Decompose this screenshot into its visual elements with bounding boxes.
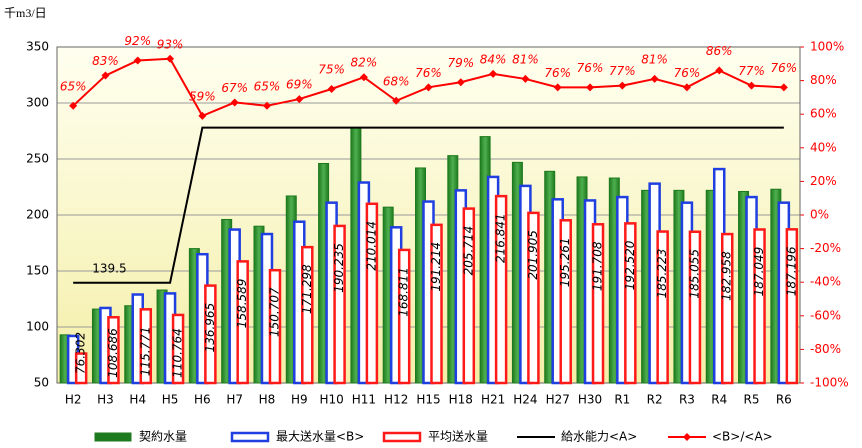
y2-tick-label: 80% [810, 73, 837, 87]
value-label: 190.235 [332, 243, 346, 293]
x-tick-label: H9 [291, 393, 308, 407]
y2-tick-label: 0% [810, 208, 829, 222]
value-label: 81% [512, 52, 539, 66]
y-tick-label: 250 [26, 152, 49, 166]
value-label: 76% [674, 66, 701, 80]
value-label: 65% [254, 79, 281, 93]
y2-tick-label: -60% [810, 308, 841, 322]
legend-marker [683, 433, 691, 441]
value-label: 86% [706, 44, 733, 58]
x-tick-label: H12 [384, 393, 408, 407]
chart: 千m3/日 50 100 150 200 250 300 350 -100% -80% -60% -… [0, 0, 862, 448]
legend-swatch [232, 433, 268, 441]
value-label: 191.214 [429, 242, 443, 292]
value-label: 168.811 [397, 267, 411, 317]
value-label: 79% [447, 56, 474, 70]
x-tick-label: H11 [352, 393, 376, 407]
y-axis-label: 千m3/日 [4, 6, 47, 20]
value-label: 136.965 [203, 303, 217, 353]
x-tick-label: H27 [546, 393, 570, 407]
y2-tick-label: 20% [810, 174, 837, 188]
value-label: 185.223 [655, 249, 669, 299]
legend-label: 給水能力<A> [561, 430, 637, 444]
x-tick-label: H15 [416, 393, 440, 407]
legend-label: 契約水量 [139, 429, 187, 444]
x-tick-label: H4 [129, 393, 146, 407]
value-label: 115.771 [138, 327, 152, 377]
value-label: 108.686 [106, 328, 120, 378]
x-tick-label: R3 [679, 393, 695, 407]
y2-tick-label: -80% [810, 342, 841, 356]
value-label: 205.714 [461, 226, 475, 276]
legend-swatch [95, 433, 131, 441]
x-tick-label: H5 [162, 393, 179, 407]
x-tick-label: H21 [481, 393, 505, 407]
value-label: 68% [383, 74, 410, 88]
value-label: 83% [92, 54, 119, 68]
legend-swatch [384, 433, 420, 441]
value-label: 76% [544, 66, 571, 80]
value-label: 150.707 [267, 287, 281, 337]
legend-label: 最大送水量<B> [276, 429, 364, 444]
value-label: 77% [738, 64, 765, 78]
value-label: 216.841 [494, 213, 508, 263]
value-label: 92% [124, 34, 151, 48]
x-tick-label: H8 [259, 393, 276, 407]
x-tick-label: R4 [711, 393, 727, 407]
y2-tick-label: -40% [810, 275, 841, 289]
value-label: 187.049 [752, 247, 766, 297]
value-label: 77% [609, 64, 636, 78]
x-tick-label: H3 [97, 393, 114, 407]
value-label: 75% [318, 63, 345, 77]
y-tick-label: 100 [26, 320, 49, 334]
x-tick-label: H6 [194, 393, 211, 407]
y-tick-label: 350 [26, 40, 49, 54]
value-label: 185.055 [687, 249, 701, 299]
y2-tick-label: 40% [810, 140, 837, 154]
x-tick-label: H30 [578, 393, 602, 407]
y2-tick-label: 100% [810, 40, 844, 54]
value-label: 81% [641, 52, 668, 66]
value-label: 59% [189, 89, 216, 103]
legend-label: <B>/<A> [712, 430, 773, 444]
y2-tick-label: -100% [810, 376, 849, 390]
x-tick-label: H7 [226, 393, 243, 407]
value-label: 158.589 [235, 279, 249, 329]
value-label: 191.708 [591, 241, 605, 291]
value-label: 187.196 [784, 246, 798, 296]
value-label: 76.302 [74, 332, 88, 374]
value-label: 69% [286, 78, 313, 92]
x-tick-label: H2 [65, 393, 82, 407]
value-label: 67% [221, 81, 248, 95]
x-tick-label: H10 [319, 393, 343, 407]
value-label: 210.014 [364, 221, 378, 271]
value-label: 93% [157, 37, 184, 51]
x-tick-label: R2 [647, 393, 663, 407]
y-tick-label: 150 [26, 264, 49, 278]
y-tick-label: 50 [34, 376, 49, 390]
y2-tick-label: 60% [810, 107, 837, 121]
value-label: 182.958 [720, 251, 734, 301]
legend-label: 平均送水量 [428, 429, 488, 444]
x-tick-label: R6 [776, 393, 792, 407]
y2-tick-label: -20% [810, 241, 841, 255]
value-label: 171.298 [300, 264, 314, 314]
value-label: 76% [415, 66, 442, 80]
x-tick-label: H18 [449, 393, 473, 407]
x-tick-label: R5 [744, 393, 760, 407]
x-tick-label: H24 [513, 393, 537, 407]
x-tick-label: R1 [614, 393, 630, 407]
value-label: 76% [577, 61, 604, 75]
value-label: 76% [771, 61, 798, 75]
y-tick-label: 300 [26, 96, 49, 110]
value-label: 84% [480, 52, 507, 66]
value-label: 195.261 [558, 237, 572, 287]
value-label: 201.905 [526, 230, 540, 280]
value-label: 139.5 [92, 261, 126, 275]
value-label: 110.764 [171, 328, 185, 378]
value-label: 192.520 [623, 240, 637, 290]
value-label: 65% [60, 79, 87, 93]
value-label: 82% [351, 56, 378, 70]
y-tick-label: 200 [26, 208, 49, 222]
